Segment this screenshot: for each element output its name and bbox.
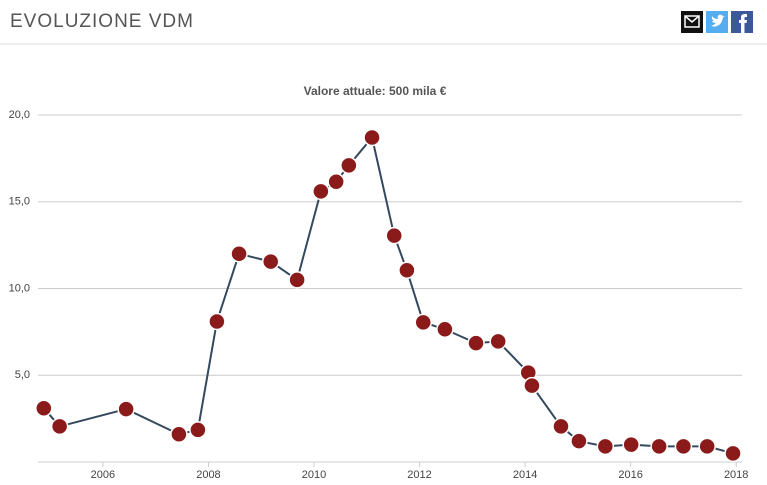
x-tick-label: 2012 [407,469,431,481]
club-marker [523,376,541,395]
y-tick-label: 15,0 [9,196,30,208]
club-marker [363,128,381,147]
y-tick-label: 5,0 [15,369,30,381]
club-marker [35,399,53,417]
club-marker [340,156,358,175]
club-marker [650,437,668,456]
club-marker [489,332,507,351]
share-facebook[interactable] [731,11,753,33]
club-marker [50,417,69,436]
club-marker [570,432,588,450]
share-twitter[interactable] [706,11,728,33]
club-marker [674,437,693,456]
x-tick-label: 2008 [196,469,220,481]
club-marker [189,421,207,439]
club-marker [698,437,716,456]
y-tick-label: 10,0 [9,282,30,294]
x-tick-label: 2010 [302,469,326,481]
club-marker [436,320,454,339]
club-marker [208,312,226,331]
club-marker [230,245,248,263]
x-tick-label: 2006 [91,469,115,481]
value-line [43,135,734,455]
chart-subtitle: Valore attuale: 500 mila € [304,84,447,98]
x-tick-label: 2018 [724,469,748,481]
club-marker [467,334,485,352]
club-marker [622,435,640,454]
club-marker [312,182,330,201]
club-marker [398,261,416,280]
club-marker [596,437,615,456]
club-marker [170,425,188,443]
club-marker [117,400,135,418]
club-marker [261,252,280,271]
header-title: EVOLUZIONE VDM [10,11,194,32]
club-marker [724,444,742,463]
x-tick-label: 2016 [618,469,642,481]
club-marker [385,226,403,245]
y-tick-label: 20,0 [9,109,30,121]
share-email[interactable] [681,11,703,33]
club-marker [552,417,570,436]
x-tick-label: 2014 [513,469,537,481]
club-marker [288,271,306,289]
club-marker [327,173,345,191]
club-marker [414,313,432,332]
